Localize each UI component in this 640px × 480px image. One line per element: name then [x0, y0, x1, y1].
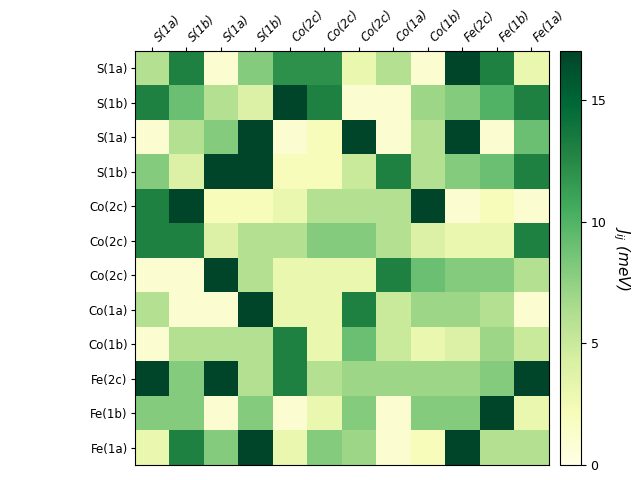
Y-axis label: $J_{ij}$ (meV): $J_{ij}$ (meV): [611, 226, 632, 291]
